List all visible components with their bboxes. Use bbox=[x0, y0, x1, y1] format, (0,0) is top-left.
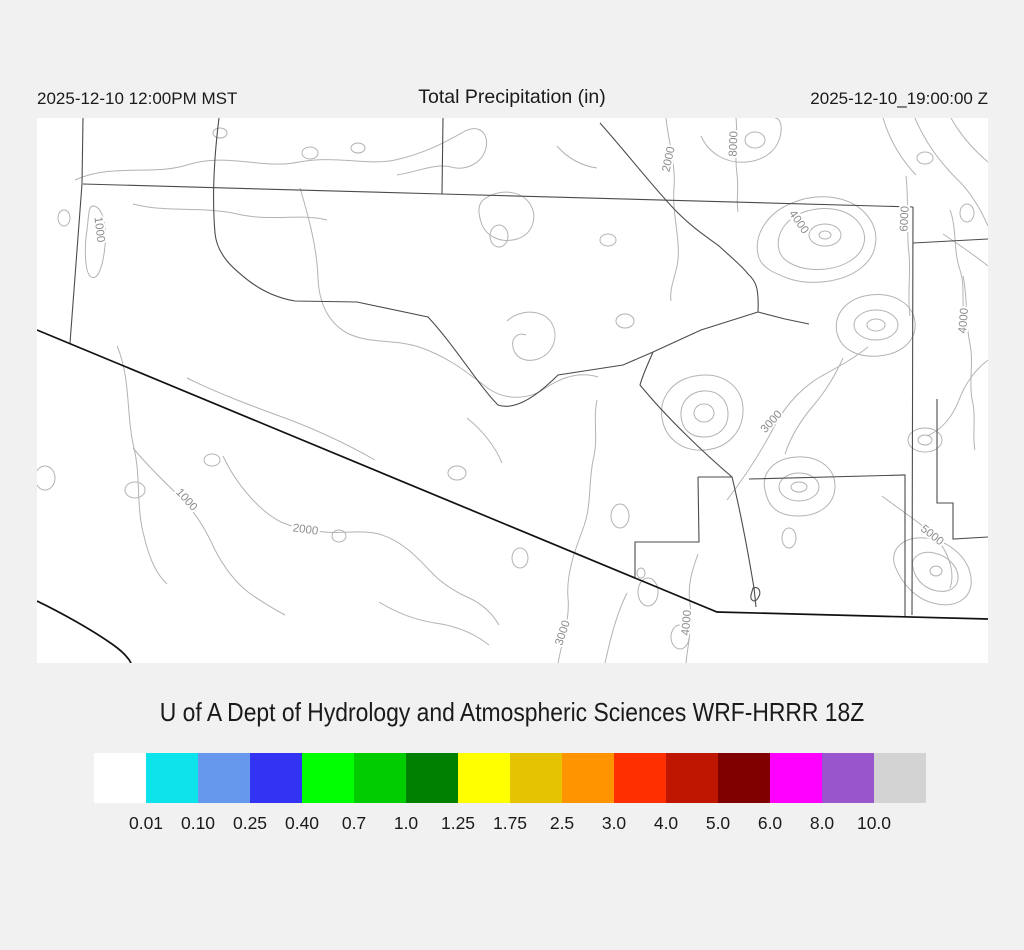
colorbar-swatch bbox=[666, 753, 718, 803]
page-title: Total Precipitation (in) bbox=[418, 86, 606, 108]
contour-label: 4000 bbox=[957, 307, 971, 334]
colorbar-tick-label: 10.0 bbox=[856, 813, 892, 833]
colorbar-tick-label: 1.75 bbox=[492, 813, 528, 833]
valid-time-local: 2025-12-10 12:00PM MST bbox=[37, 89, 238, 108]
colorbar-swatch bbox=[302, 753, 354, 803]
colorbar-tick-label: 1.25 bbox=[440, 813, 476, 833]
contour-label: 2000 bbox=[661, 146, 678, 174]
contour-label: 3000 bbox=[553, 619, 572, 647]
colorbar-swatch bbox=[250, 753, 302, 803]
contour-label: 4000 bbox=[680, 609, 694, 636]
colorbar-tick-label: 0.7 bbox=[341, 813, 367, 833]
contour-lines bbox=[37, 118, 988, 663]
colorbar-tick-label: 0.01 bbox=[128, 813, 164, 833]
terrain-contour-map: 1000 2000 8000 4000 6000 4000 3000 1000 … bbox=[37, 118, 988, 663]
colorbar-swatch bbox=[406, 753, 458, 803]
colorbar-swatch bbox=[874, 753, 926, 803]
colorbar-labels: 0.01 0.10 0.25 0.40 0.7 1.0 1.25 1.75 2.5 3.0 4.0 5… bbox=[94, 813, 926, 837]
colorbar-swatch bbox=[458, 753, 510, 803]
colorbar-swatch bbox=[94, 753, 146, 803]
colorbar-swatch bbox=[770, 753, 822, 803]
colorbar-tick-label: 0.40 bbox=[284, 813, 320, 833]
contour-label: 2000 bbox=[292, 522, 319, 537]
colorbar-tick-label: 0.10 bbox=[180, 813, 216, 833]
colorbar-tick-label: 8.0 bbox=[809, 813, 835, 833]
contour-label: 1000 bbox=[173, 486, 199, 513]
county-boundary-lines bbox=[69, 118, 988, 616]
colorbar-swatch bbox=[510, 753, 562, 803]
colorbar-swatch bbox=[614, 753, 666, 803]
valid-time-utc: 2025-12-10_19:00:00 Z bbox=[810, 89, 988, 108]
colorbar bbox=[94, 753, 926, 803]
caption: U of A Dept of Hydrology and Atmospheric… bbox=[159, 697, 865, 727]
contour-label: 6000 bbox=[898, 206, 911, 232]
state-border-lines bbox=[37, 329, 988, 663]
colorbar-tick-label: 6.0 bbox=[757, 813, 783, 833]
colorbar-swatch bbox=[354, 753, 406, 803]
contour-label: 4000 bbox=[786, 208, 811, 236]
colorbar-swatch bbox=[198, 753, 250, 803]
colorbar-tick-label: 0.25 bbox=[232, 813, 268, 833]
colorbar-tick-label: 1.0 bbox=[393, 813, 419, 833]
contour-label: 8000 bbox=[728, 131, 741, 157]
colorbar-tick-label: 4.0 bbox=[653, 813, 679, 833]
colorbar-swatch bbox=[562, 753, 614, 803]
colorbar-swatch bbox=[822, 753, 874, 803]
colorbar-tick-label: 5.0 bbox=[705, 813, 731, 833]
colorbar-swatch bbox=[718, 753, 770, 803]
contour-label: 1000 bbox=[91, 216, 106, 243]
colorbar-swatch bbox=[146, 753, 198, 803]
colorbar-tick-label: 2.5 bbox=[549, 813, 575, 833]
map-canvas: 1000 2000 8000 4000 6000 4000 3000 1000 … bbox=[37, 118, 988, 663]
colorbar-tick-label: 3.0 bbox=[601, 813, 627, 833]
contour-labels: 1000 2000 8000 4000 6000 4000 3000 1000 … bbox=[89, 129, 973, 649]
